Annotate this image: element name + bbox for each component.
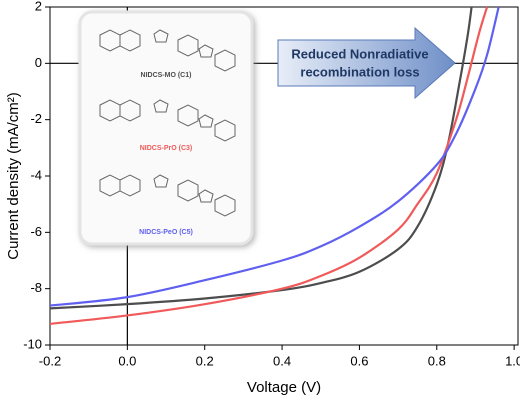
legend-label: NIDCS-PeO (C5) <box>139 229 193 236</box>
y-tick-label: -6 <box>30 224 42 239</box>
plot-area: -0.2 0.0 0.2 0.4 0.6 0.8 1.0 -10 -8 -6 -4 -2 0 2 <box>23 0 520 368</box>
legend-label: NIDCS-MO (C1) <box>141 72 192 79</box>
x-axis-label: Voltage (V) <box>247 379 321 396</box>
x-tick-label: 0.8 <box>428 353 446 368</box>
series-line <box>49 6 500 307</box>
y-tick-label: -8 <box>30 280 42 295</box>
inset-box <box>78 10 254 246</box>
legend-label: NIDCS-PrO (C3) <box>140 145 193 152</box>
arrow <box>277 26 456 100</box>
y-axis-label: Current density (mA/cm²) <box>5 92 22 260</box>
annotation-arrow: Reduced Nonradiative recombination loss <box>277 26 456 100</box>
x-tick-label: 0.2 <box>196 353 214 368</box>
x-tick-label: -0.2 <box>39 353 61 368</box>
series-line <box>49 6 473 310</box>
x-tick-label: 0.0 <box>118 353 136 368</box>
y-tick-label: -4 <box>30 167 42 182</box>
annotation: Reduced Nonradiative <box>291 46 428 61</box>
y-tick-label: -10 <box>23 336 42 351</box>
x-tick-label: 0.4 <box>273 353 291 368</box>
legend: NIDCS-MO (C1) NIDCS-PrO (C3) NIDCS-PeO (C5… <box>139 72 193 236</box>
x-tick-label: 0.6 <box>350 353 368 368</box>
y-tick-label: -2 <box>30 111 42 126</box>
molecules <box>99 29 236 217</box>
annotation: recombination loss <box>300 64 419 79</box>
y-tick-label: 0 <box>35 55 42 70</box>
x-tick-label: 1.0 <box>505 353 520 368</box>
inset: NIDCS-MO (C1) NIDCS-PrO (C3) NIDCS-PeO (C5… <box>78 10 254 246</box>
y-tick-label: 2 <box>35 0 42 13</box>
series-line <box>49 6 489 325</box>
